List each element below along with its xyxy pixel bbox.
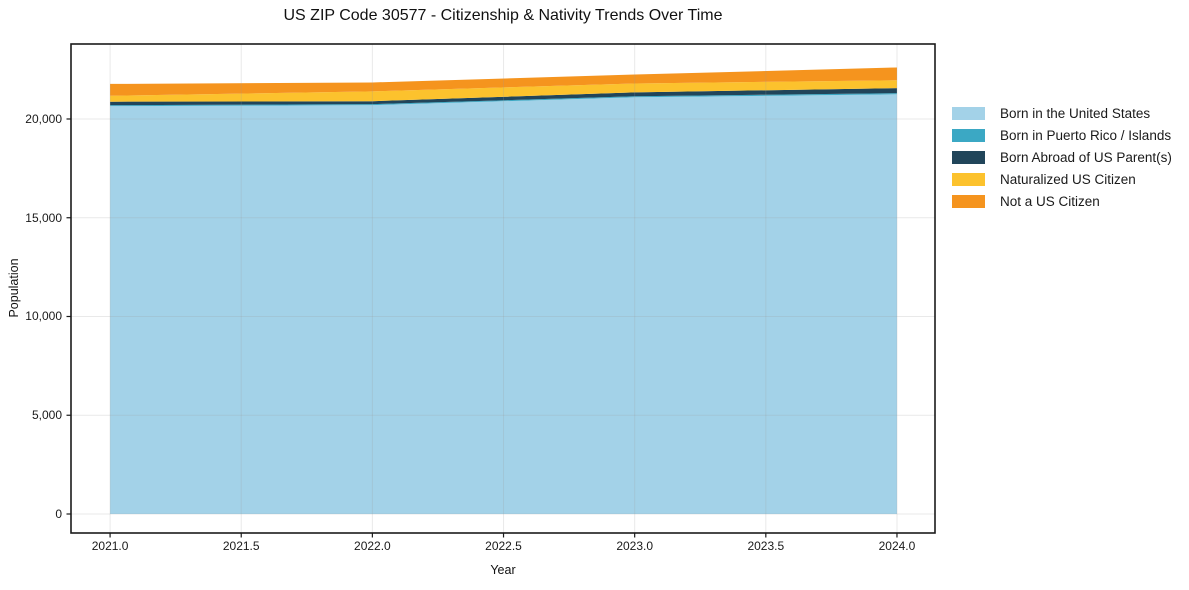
area-series-1 xyxy=(110,93,897,107)
area-series-2 xyxy=(110,88,897,106)
legend-item: Born in Puerto Rico / Islands xyxy=(952,127,1172,143)
area-series-4 xyxy=(110,67,897,96)
x-tick-label: 2022.0 xyxy=(354,539,391,553)
x-axis-label: Year xyxy=(490,563,516,577)
legend-label: Born Abroad of US Parent(s) xyxy=(1000,149,1172,165)
legend-item: Not a US Citizen xyxy=(952,193,1172,209)
legend-swatch-icon xyxy=(952,173,985,186)
legend-item: Born in the United States xyxy=(952,105,1172,121)
legend-label: Born in Puerto Rico / Islands xyxy=(1000,127,1172,143)
legend-swatch-icon xyxy=(952,151,985,164)
x-tick-label: 2021.5 xyxy=(222,539,260,553)
legend-label: Naturalized US Citizen xyxy=(1000,171,1136,187)
y-tick-label: 15,000 xyxy=(25,210,62,225)
y-tick-label: 10,000 xyxy=(25,309,62,324)
legend-item: Naturalized US Citizen xyxy=(952,171,1172,187)
legend-swatch-icon xyxy=(952,129,985,142)
x-tick-label: 2024.0 xyxy=(878,539,916,553)
x-tick-label: 2023.5 xyxy=(747,539,785,553)
x-tick-label: 2022.5 xyxy=(485,539,522,553)
area-series-3 xyxy=(110,80,897,102)
x-tick-label: 2023.0 xyxy=(616,539,654,553)
chart-title: US ZIP Code 30577 - Citizenship & Nativi… xyxy=(283,7,723,24)
legend-label: Not a US Citizen xyxy=(1000,193,1100,209)
x-tick-label: 2021.0 xyxy=(91,539,129,553)
legend-item: Born Abroad of US Parent(s) xyxy=(952,149,1172,165)
legend-label: Born in the United States xyxy=(1000,105,1151,121)
y-tick-label: 0 xyxy=(55,507,62,521)
legend: Born in the United States Born in Puerto … xyxy=(952,105,1172,217)
y-tick-label: 20,000 xyxy=(25,111,62,126)
y-tick-label: 5,000 xyxy=(31,408,62,423)
area-series-0 xyxy=(110,94,897,515)
legend-swatch-icon xyxy=(952,195,985,208)
legend-swatch-icon xyxy=(952,107,985,120)
